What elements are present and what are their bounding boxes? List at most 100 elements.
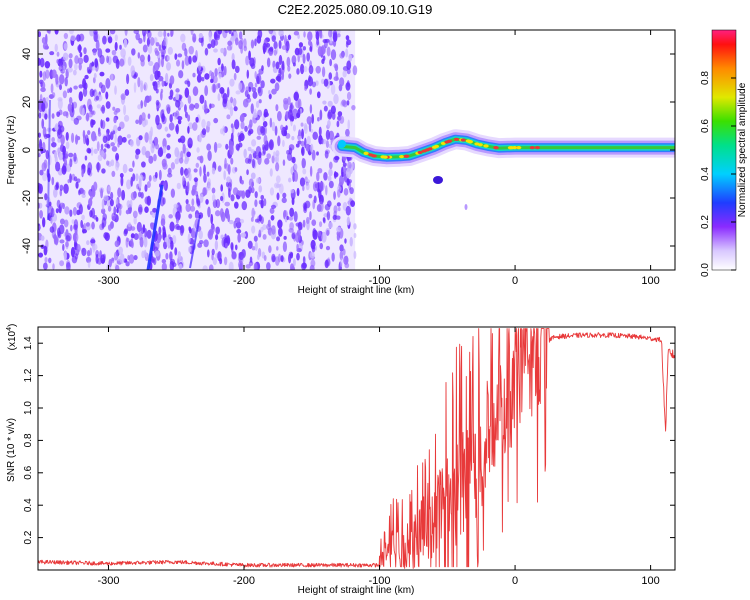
noise-speck: [230, 96, 234, 104]
noise-speck: [281, 60, 285, 71]
noise-speck: [353, 232, 357, 239]
noise-speck: [95, 253, 99, 265]
noise-speck: [256, 177, 261, 184]
noise-speck: [238, 40, 243, 50]
noise-speck: [336, 202, 341, 207]
noise-speck: [251, 246, 256, 251]
snr-panel: -300 -200 -100 0 100 0.2 0.4 0.6 0.8 1.0 1.2 1.4 H…: [6, 324, 676, 596]
noise-speck: [257, 86, 263, 97]
noise-speck: [162, 225, 166, 232]
noise-speck: [197, 200, 201, 206]
noise-speck: [295, 143, 300, 148]
noise-speck: [155, 114, 160, 126]
noise-speck: [111, 145, 118, 152]
noise-speck: [264, 158, 270, 165]
noise-speck: [326, 46, 331, 57]
noise-speck: [192, 184, 197, 193]
noise-speck: [292, 62, 296, 67]
noise-speck: [157, 70, 161, 78]
noise-speck: [211, 194, 216, 202]
noise-speck: [297, 221, 303, 231]
noise-speck: [160, 109, 165, 120]
noise-speck: [127, 221, 132, 228]
noise-speck: [238, 82, 243, 91]
noise-speck: [266, 223, 272, 231]
snr-x-ticks: -300 -200 -100 0 100: [97, 327, 660, 587]
noise-speck: [247, 93, 251, 100]
noise-speck: [163, 30, 167, 38]
noise-speck: [262, 234, 267, 240]
noise-speck: [114, 133, 117, 144]
noise-speck: [316, 171, 320, 182]
noise-speck: [274, 156, 278, 162]
noise-speck: [305, 182, 310, 191]
noise-speck: [52, 263, 55, 270]
noise-speck: [95, 216, 99, 222]
noise-speck: [230, 242, 234, 251]
noise-speck: [219, 87, 225, 95]
noise-speck: [211, 83, 217, 94]
noise-speck: [190, 30, 194, 36]
noise-speck: [254, 71, 257, 79]
noise-speck: [352, 65, 358, 76]
noise-speck: [269, 46, 274, 52]
noise-speck: [179, 135, 186, 144]
noise-speck: [184, 111, 189, 119]
noise-speck: [40, 87, 46, 93]
noise-speck: [120, 175, 124, 187]
noise-speck: [296, 252, 300, 261]
noise-speck: [63, 32, 69, 40]
noise-speck: [131, 48, 136, 56]
noise-speck: [318, 30, 322, 36]
noise-speck: [337, 206, 341, 212]
noise-speck: [342, 70, 347, 78]
noise-speck: [59, 260, 65, 267]
noise-speck: [208, 31, 212, 43]
noise-speck: [122, 163, 128, 174]
noise-speck: [72, 206, 77, 216]
noise-speck: [67, 88, 70, 94]
noise-speck: [337, 189, 341, 198]
noise-speck: [188, 122, 194, 130]
noise-speck: [245, 55, 250, 66]
noise-speck: [336, 226, 342, 233]
noise-speck: [167, 167, 172, 175]
noise-speck: [97, 48, 103, 58]
noise-speck: [193, 168, 198, 173]
noise-speck: [144, 132, 149, 143]
noise-speck: [254, 38, 257, 47]
x-tick-label: 0: [512, 275, 518, 287]
noise-speck: [166, 145, 171, 151]
noise-speck: [319, 109, 323, 121]
noise-speck: [229, 78, 235, 87]
noise-speck: [148, 95, 152, 102]
noise-speck: [108, 258, 113, 268]
noise-speck: [324, 38, 330, 43]
noise-speck: [94, 135, 98, 141]
noise-speck: [198, 239, 204, 245]
noise-speck: [215, 83, 219, 90]
noise-speck: [62, 145, 66, 155]
noise-speck: [256, 75, 260, 85]
noise-speck: [174, 247, 178, 256]
noise-speck: [107, 36, 113, 44]
noise-speck: [143, 32, 146, 43]
noise-speck: [69, 87, 73, 93]
noise-speck: [42, 172, 48, 182]
noise-speck: [250, 39, 255, 49]
noise-speck: [176, 182, 181, 190]
noise-speck: [207, 206, 211, 218]
noise-speck: [137, 52, 141, 59]
noise-speck: [149, 36, 155, 46]
noise-speck: [317, 168, 323, 174]
noise-speck: [71, 132, 75, 143]
noise-speck: [217, 165, 222, 172]
noise-speck: [254, 241, 258, 251]
noise-speck: [205, 199, 209, 205]
noise-speck: [300, 122, 304, 127]
noise-speck: [107, 224, 112, 231]
noise-speck: [343, 187, 349, 196]
noise-speck: [165, 62, 172, 71]
noise-speck: [111, 257, 115, 262]
